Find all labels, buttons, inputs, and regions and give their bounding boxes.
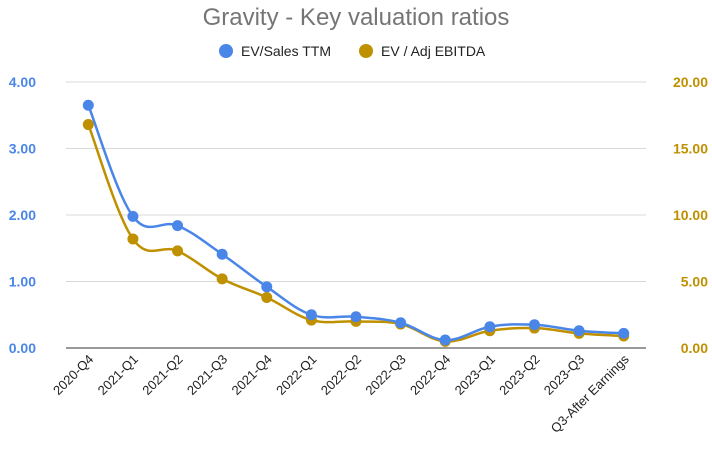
right-axis-tick-label: 0.00 [681,340,708,356]
legend-marker-ev-adj-ebitda [359,44,373,58]
data-point-ev-adj-ebitda [127,233,139,245]
x-axis: 2020-Q42021-Q12021-Q22021-Q32021-Q42022-… [50,351,632,436]
data-point-ev-sales-ttm [618,327,630,339]
data-point-ev-adj-ebitda [261,291,273,303]
x-axis-tick-label: 2021-Q1 [95,352,141,398]
left-axis-tick-label: 1.00 [9,274,36,290]
data-point-ev-sales-ttm [216,248,228,260]
data-point-ev-sales-ttm [573,325,585,337]
data-point-ev-sales-ttm [350,311,362,323]
x-axis-tick-label: 2021-Q3 [184,352,230,398]
data-point-ev-sales-ttm [82,99,94,111]
x-axis-tick-label: 2022-Q4 [407,352,453,398]
data-point-ev-sales-ttm [528,319,540,331]
x-axis-tick-label: Q3-After Earnings [548,351,633,436]
left-axis-tick-label: 3.00 [9,141,36,157]
x-axis-tick-label: 2021-Q4 [229,352,275,398]
legend-label-ev-adj-ebitda: EV / Adj EBITDA [381,43,486,59]
left-y-axis: 0.00 1.00 2.00 3.00 4.00 [9,74,36,356]
data-point-ev-sales-ttm [172,220,184,232]
data-point-ev-sales-ttm [484,321,496,333]
series-line-ev-sales-ttm [87,104,624,342]
legend: EV/Sales TTM EV / Adj EBITDA [219,43,486,59]
data-point-ev-adj-ebitda [216,273,228,285]
right-axis-tick-label: 5.00 [681,274,708,290]
right-axis-tick-label: 20.00 [673,74,708,90]
x-axis-tick-label: 2022-Q1 [273,352,319,398]
x-axis-tick-label: 2023-Q2 [496,352,542,398]
data-point-ev-sales-ttm [439,334,451,346]
x-axis-tick-label: 2023-Q1 [452,352,498,398]
right-axis-tick-label: 15.00 [673,141,708,157]
right-axis-tick-label: 10.00 [673,207,708,223]
plot-series [82,99,630,347]
legend-label-ev-sales: EV/Sales TTM [241,43,331,59]
gridlines [66,81,646,349]
x-axis-tick-label: 2021-Q2 [139,352,185,398]
series-line-ev-adj-ebitda [87,124,624,343]
data-point-ev-sales-ttm [395,317,407,329]
chart-title: Gravity - Key valuation ratios [203,4,510,31]
x-axis-tick-label: 2020-Q4 [50,352,96,398]
x-axis-tick-label: 2022-Q3 [362,352,408,398]
data-point-ev-sales-ttm [127,210,139,222]
x-axis-tick-label: 2022-Q2 [318,352,364,398]
data-point-ev-adj-ebitda [82,119,94,131]
legend-marker-ev-sales [219,44,233,58]
left-axis-tick-label: 0.00 [9,340,36,356]
left-axis-tick-label: 2.00 [9,207,36,223]
data-point-ev-adj-ebitda [172,245,184,257]
x-axis-tick-label: 2023-Q3 [541,352,587,398]
data-point-ev-sales-ttm [261,281,273,293]
left-axis-tick-label: 4.00 [9,74,36,90]
data-point-ev-sales-ttm [305,309,317,321]
right-y-axis: 0.00 5.00 10.00 15.00 20.00 [673,74,708,356]
